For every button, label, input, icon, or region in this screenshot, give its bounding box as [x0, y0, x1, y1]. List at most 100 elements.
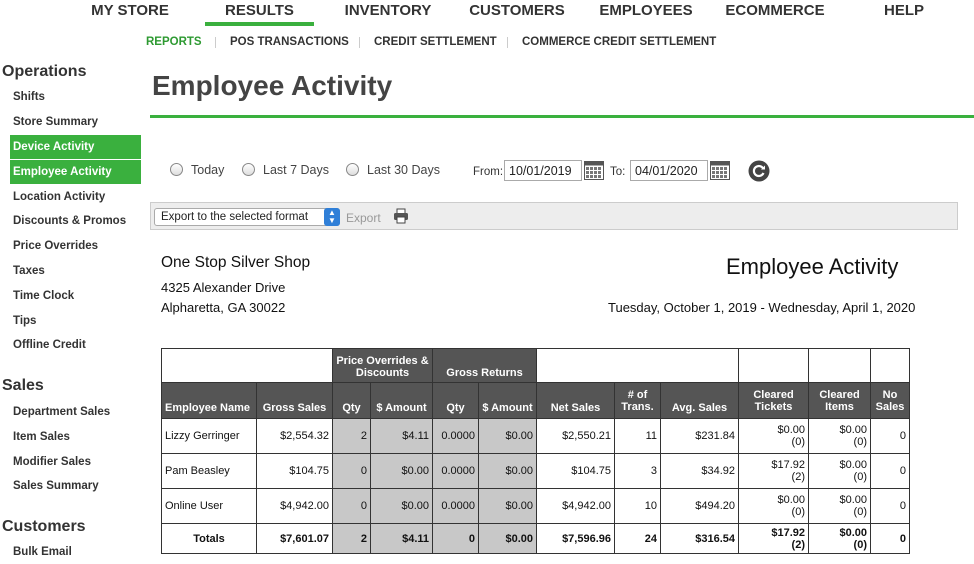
cell-num-trans: 10 [614, 488, 661, 524]
nav-employees[interactable]: EMPLOYEES [599, 2, 693, 19]
sidebar-item-device-activity[interactable]: Device Activity [10, 135, 141, 159]
subnav-credit-settlement[interactable]: CREDIT SETTLEMENT [374, 36, 497, 48]
nav-ecommerce[interactable]: ECOMMERCE [725, 2, 825, 19]
cell-cleared-tickets: $0.00 (0) [738, 418, 809, 454]
cell-num-trans: 24 [614, 523, 661, 554]
nav-results[interactable]: RESULTS [205, 0, 314, 26]
group-header-gross-returns: Gross Returns [432, 348, 537, 383]
store-name: One Stop Silver Shop [161, 254, 311, 271]
cell-cleared-items: $0.00 (0) [808, 418, 871, 454]
cell-num-trans: 3 [614, 453, 661, 489]
export-toolbar: Export to the selected format ▲ ▼ Export [150, 202, 958, 230]
cell-cleared-tickets: $17.92 (2) [738, 523, 809, 554]
store-address-line2: Alpharetta, GA 30022 [161, 300, 286, 315]
cleared-items-amount: $0.00 [839, 526, 867, 539]
cell-po-qty: 0 [332, 453, 371, 489]
export-button[interactable]: Export [346, 211, 381, 225]
col-net-sales: Net Sales [536, 382, 615, 419]
cleared-items-amount: $0.00 [839, 494, 867, 506]
col-po-qty: Qty [332, 382, 371, 419]
cell-gross-sales: $104.75 [256, 453, 333, 489]
cell-totals-label: Totals [161, 523, 257, 554]
refresh-icon[interactable] [748, 160, 770, 182]
cell-net-sales: $7,596.96 [536, 523, 615, 554]
subnav-divider [507, 37, 508, 48]
cell-cleared-tickets: $17.92 (2) [738, 453, 809, 489]
cell-po-qty: 2 [332, 523, 371, 554]
chevron-updown-icon: ▲ ▼ [324, 208, 340, 226]
report-title: Employee Activity [726, 254, 899, 279]
calendar-icon[interactable] [584, 161, 604, 180]
sidebar-item-item-sales[interactable]: Item Sales [13, 431, 70, 443]
from-date-input[interactable] [504, 160, 582, 181]
cell-net-sales: $2,550.21 [536, 418, 615, 454]
subnav-commerce-credit-settlement[interactable]: COMMERCE CREDIT SETTLEMENT [522, 36, 717, 48]
to-label: To: [610, 166, 626, 178]
subnav-divider [359, 37, 360, 48]
to-date-input[interactable] [630, 160, 708, 181]
cell-cleared-tickets: $0.00 (0) [738, 488, 809, 524]
nav-my-store[interactable]: MY STORE [91, 2, 169, 19]
sidebar-item-price-overrides[interactable]: Price Overrides [13, 240, 99, 252]
sidebar-item-bulk-email[interactable]: Bulk Email [13, 546, 72, 558]
sidebar-item-employee-activity[interactable]: Employee Activity [10, 160, 141, 184]
sidebar-item-taxes[interactable]: Taxes [13, 265, 45, 277]
col-employee-name: Employee Name [161, 382, 257, 419]
cell-gr-qty: 0.0000 [432, 418, 479, 454]
top-navigation: MY STORE RESULTS INVENTORY CUSTOMERS EMP… [0, 0, 974, 26]
radio-today[interactable] [170, 163, 183, 176]
cell-gr-amount: $0.00 [478, 488, 537, 524]
radio-last-30-days-label: Last 30 Days [367, 163, 440, 177]
sidebar-item-modifier-sales[interactable]: Modifier Sales [13, 456, 91, 468]
store-address-line1: 4325 Alexander Drive [161, 280, 286, 295]
sidebar-item-tips[interactable]: Tips [13, 315, 37, 327]
cleared-tickets-amount: $17.92 [771, 459, 805, 471]
totals-row: Totals $7,601.07 2 $4.11 0 $0.00 $7,596.… [161, 523, 910, 554]
table-header-blank [808, 348, 871, 383]
cell-employee-name: Lizzy Gerringer [161, 418, 257, 454]
export-format-select[interactable]: Export to the selected format ▲ ▼ [154, 208, 340, 226]
col-gross-sales: Gross Sales [256, 382, 333, 419]
sidebar-section-customers: Customers [2, 518, 86, 535]
cleared-items-count: (0) [853, 538, 867, 551]
cell-avg-sales: $494.20 [660, 488, 739, 524]
cleared-tickets-count: (2) [791, 471, 805, 483]
sidebar-item-discounts-promos[interactable]: Discounts & Promos [13, 215, 127, 227]
cell-po-amount: $0.00 [370, 453, 433, 489]
nav-customers[interactable]: CUSTOMERS [469, 2, 565, 19]
cell-employee-name: Online User [161, 488, 257, 524]
sidebar-item-offline-credit[interactable]: Offline Credit [13, 339, 86, 351]
cell-gr-amount: $0.00 [478, 453, 537, 489]
cell-po-amount: $4.11 [370, 523, 433, 554]
radio-today-label: Today [191, 163, 225, 177]
col-avg-sales: Avg. Sales [660, 382, 739, 419]
subnav-reports[interactable]: REPORTS [146, 36, 202, 48]
col-gr-qty: Qty [432, 382, 479, 419]
cell-no-sales: 0 [870, 418, 910, 454]
radio-last-7-days[interactable] [242, 163, 255, 176]
sidebar-item-shifts[interactable]: Shifts [13, 91, 45, 103]
title-divider [150, 115, 974, 118]
cleared-items-amount: $0.00 [839, 424, 867, 436]
calendar-icon[interactable] [710, 161, 730, 180]
sidebar-item-department-sales[interactable]: Department Sales [13, 406, 111, 418]
cell-gr-amount: $0.00 [478, 523, 537, 554]
subnav-pos-transactions[interactable]: POS TRANSACTIONS [230, 36, 349, 48]
sidebar-item-sales-summary[interactable]: Sales Summary [13, 480, 99, 492]
cell-gross-sales: $7,601.07 [256, 523, 333, 554]
nav-help[interactable]: HELP [883, 2, 924, 19]
export-format-value: Export to the selected format [161, 211, 309, 223]
nav-inventory[interactable]: INVENTORY [344, 2, 432, 19]
cell-avg-sales: $316.54 [660, 523, 739, 554]
col-cleared-tickets: Cleared Tickets [738, 382, 809, 419]
radio-last-30-days[interactable] [346, 163, 359, 176]
cell-net-sales: $104.75 [536, 453, 615, 489]
cell-employee-name: Pam Beasley [161, 453, 257, 489]
cleared-tickets-count: (0) [791, 436, 805, 448]
sidebar-item-time-clock[interactable]: Time Clock [13, 290, 75, 302]
cell-num-trans: 11 [614, 418, 661, 454]
sidebar-item-location-activity[interactable]: Location Activity [13, 191, 106, 203]
printer-icon[interactable] [393, 208, 409, 224]
sidebar-item-store-summary[interactable]: Store Summary [13, 116, 99, 128]
cleared-items-count: (0) [853, 471, 867, 483]
